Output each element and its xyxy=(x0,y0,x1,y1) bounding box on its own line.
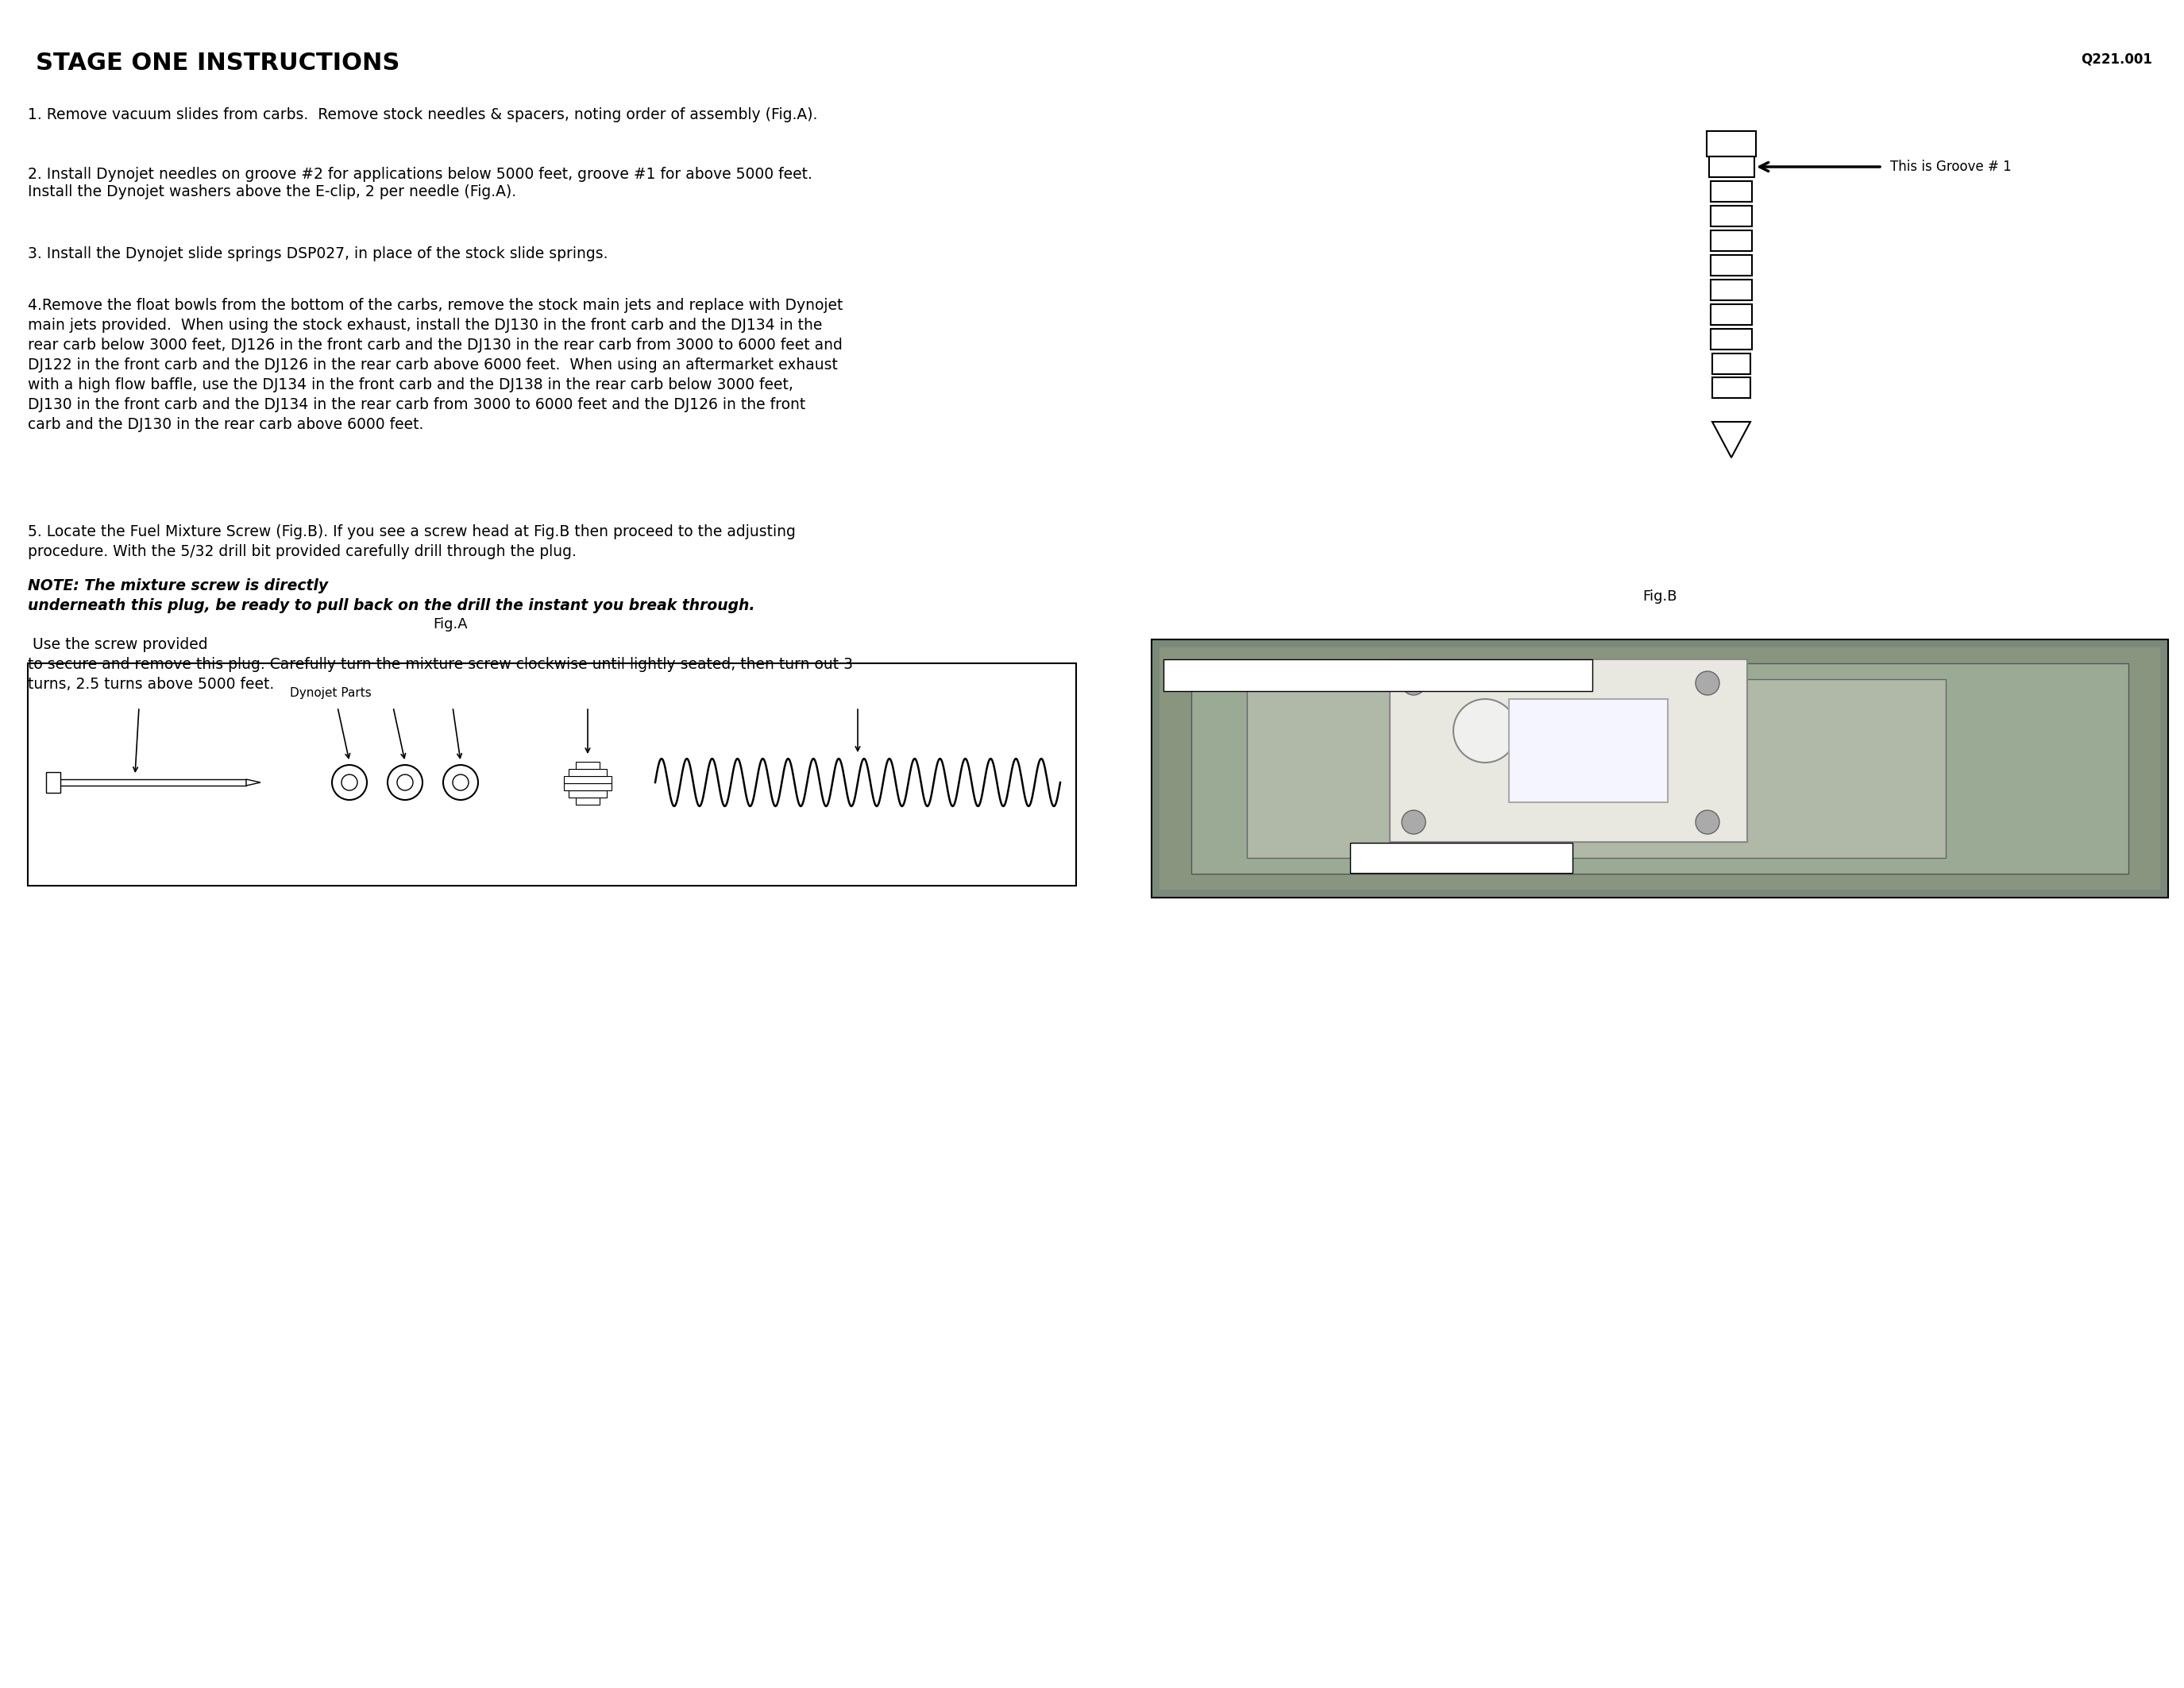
Text: Fig.B: Fig.B xyxy=(1642,589,1677,604)
Bar xyxy=(1712,353,1749,375)
Circle shape xyxy=(1402,810,1426,834)
Circle shape xyxy=(1588,731,1636,778)
Circle shape xyxy=(1695,810,1719,834)
Polygon shape xyxy=(1712,422,1749,457)
Bar xyxy=(1389,660,1747,842)
Bar xyxy=(1350,842,1572,873)
Bar xyxy=(563,776,612,783)
Text: 3. Install the Dynojet slide springs DSP027, in place of the stock slide springs: 3. Install the Dynojet slide springs DSP… xyxy=(28,246,607,262)
Bar xyxy=(1708,157,1754,177)
Bar xyxy=(577,761,601,770)
Bar xyxy=(563,783,612,790)
Text: This is Groove # 1: This is Groove # 1 xyxy=(1889,160,2011,174)
Bar xyxy=(1160,648,2160,890)
Bar xyxy=(1190,663,2129,874)
Text: Mixture Screw plug location: Mixture Screw plug location xyxy=(1171,668,1332,682)
Bar xyxy=(1247,679,1946,858)
Text: 1. Remove vacuum slides from carbs.  Remove stock needles & spacers, noting orde: 1. Remove vacuum slides from carbs. Remo… xyxy=(28,108,817,122)
Circle shape xyxy=(443,765,478,800)
Bar xyxy=(568,770,607,776)
Bar xyxy=(1710,329,1752,349)
Bar xyxy=(1712,378,1749,398)
Text: Dynojet Parts: Dynojet Parts xyxy=(290,687,371,699)
Bar xyxy=(568,790,607,797)
Bar xyxy=(1710,206,1752,226)
Bar xyxy=(577,797,601,805)
Text: NOTE: The mixture screw is directly
underneath this plug, be ready to pull back : NOTE: The mixture screw is directly unde… xyxy=(28,579,756,613)
Text: 4.Remove the float bowls from the bottom of the carbs, remove the stock main jet: 4.Remove the float bowls from the bottom… xyxy=(28,297,843,432)
Circle shape xyxy=(1695,672,1719,695)
Text: 5. Locate the Fuel Mixture Screw (Fig.B). If you see a screw head at Fig.B then : 5. Locate the Fuel Mixture Screw (Fig.B)… xyxy=(28,525,795,559)
Bar xyxy=(1710,280,1752,300)
Bar xyxy=(1706,132,1756,157)
Bar xyxy=(1151,640,2169,898)
Text: Fig.A: Fig.A xyxy=(432,618,467,631)
Text: 2. Install Dynojet needles on groove #2 for applications below 5000 feet, groove: 2. Install Dynojet needles on groove #2 … xyxy=(28,167,812,199)
Circle shape xyxy=(452,775,470,790)
Bar xyxy=(1710,304,1752,324)
Bar xyxy=(1710,230,1752,252)
Bar xyxy=(1710,255,1752,275)
Text: Use the screw provided
to secure and remove this plug. Carefully turn the mixtur: Use the screw provided to secure and rem… xyxy=(28,636,854,692)
Text: Q221.001: Q221.001 xyxy=(2081,52,2151,66)
Circle shape xyxy=(397,775,413,790)
Bar xyxy=(1164,660,1592,690)
Bar xyxy=(46,771,61,793)
Circle shape xyxy=(1452,699,1518,763)
Bar xyxy=(48,780,247,785)
Circle shape xyxy=(387,765,422,800)
Circle shape xyxy=(332,765,367,800)
Circle shape xyxy=(341,775,358,790)
Bar xyxy=(28,663,1077,886)
Polygon shape xyxy=(247,780,260,785)
Text: Main Jet: Main Jet xyxy=(1358,852,1404,864)
Text: STAGE ONE INSTRUCTIONS: STAGE ONE INSTRUCTIONS xyxy=(35,52,400,74)
Circle shape xyxy=(1402,672,1426,695)
Bar xyxy=(1710,181,1752,203)
Bar xyxy=(1509,699,1669,802)
